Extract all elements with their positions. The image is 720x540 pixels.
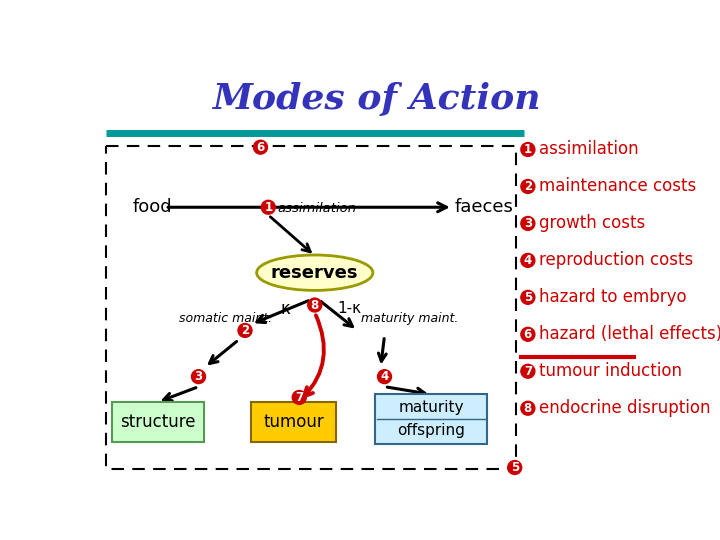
FancyBboxPatch shape [375,394,487,444]
Text: 1: 1 [524,143,532,156]
Ellipse shape [256,255,373,291]
Circle shape [521,327,535,341]
Text: assimilation: assimilation [539,140,639,159]
FancyBboxPatch shape [112,402,204,442]
Text: κ: κ [280,300,290,318]
Text: maintenance costs: maintenance costs [539,178,696,195]
Circle shape [521,143,535,157]
Circle shape [307,298,322,312]
Text: hazard to embryo: hazard to embryo [539,288,686,306]
Text: 7: 7 [295,391,303,404]
Circle shape [192,370,205,383]
Text: 1-κ: 1-κ [338,301,361,316]
Text: 2: 2 [241,324,249,337]
Text: assimilation: assimilation [277,202,356,215]
Circle shape [521,179,535,193]
Text: reserves: reserves [271,264,359,282]
Text: 5: 5 [523,291,532,304]
Circle shape [261,200,275,214]
Text: 5: 5 [510,461,519,474]
Text: 1: 1 [264,201,272,214]
Text: 3: 3 [194,370,202,383]
Text: maturity maint.: maturity maint. [361,313,459,326]
Text: offspring: offspring [397,423,465,438]
Circle shape [521,253,535,267]
Text: 7: 7 [524,364,532,378]
Text: structure: structure [120,413,196,431]
Text: 3: 3 [524,217,532,230]
Bar [106,146,516,469]
Circle shape [521,401,535,415]
Text: Modes of Action: Modes of Action [212,83,541,117]
Text: food: food [132,198,172,216]
Circle shape [377,370,392,383]
Circle shape [521,364,535,378]
FancyBboxPatch shape [251,402,336,442]
Text: growth costs: growth costs [539,214,645,232]
Text: somatic maint.: somatic maint. [179,313,272,326]
Text: 8: 8 [310,299,319,312]
Circle shape [253,140,267,154]
Text: reproduction costs: reproduction costs [539,252,693,269]
Text: faeces: faeces [454,198,513,216]
Circle shape [508,461,522,475]
Text: maturity: maturity [398,400,464,415]
Text: tumour induction: tumour induction [539,362,682,380]
Text: 2: 2 [524,180,532,193]
Circle shape [292,390,306,404]
Text: 4: 4 [380,370,389,383]
Text: 6: 6 [523,328,532,341]
Text: tumour: tumour [263,413,324,431]
Circle shape [521,217,535,231]
Circle shape [521,291,535,304]
Text: 8: 8 [523,402,532,415]
Text: endocrine disruption: endocrine disruption [539,399,710,417]
Text: hazard (lethal effects): hazard (lethal effects) [539,325,720,343]
Text: 4: 4 [523,254,532,267]
Circle shape [238,323,252,338]
Text: 6: 6 [256,141,265,154]
